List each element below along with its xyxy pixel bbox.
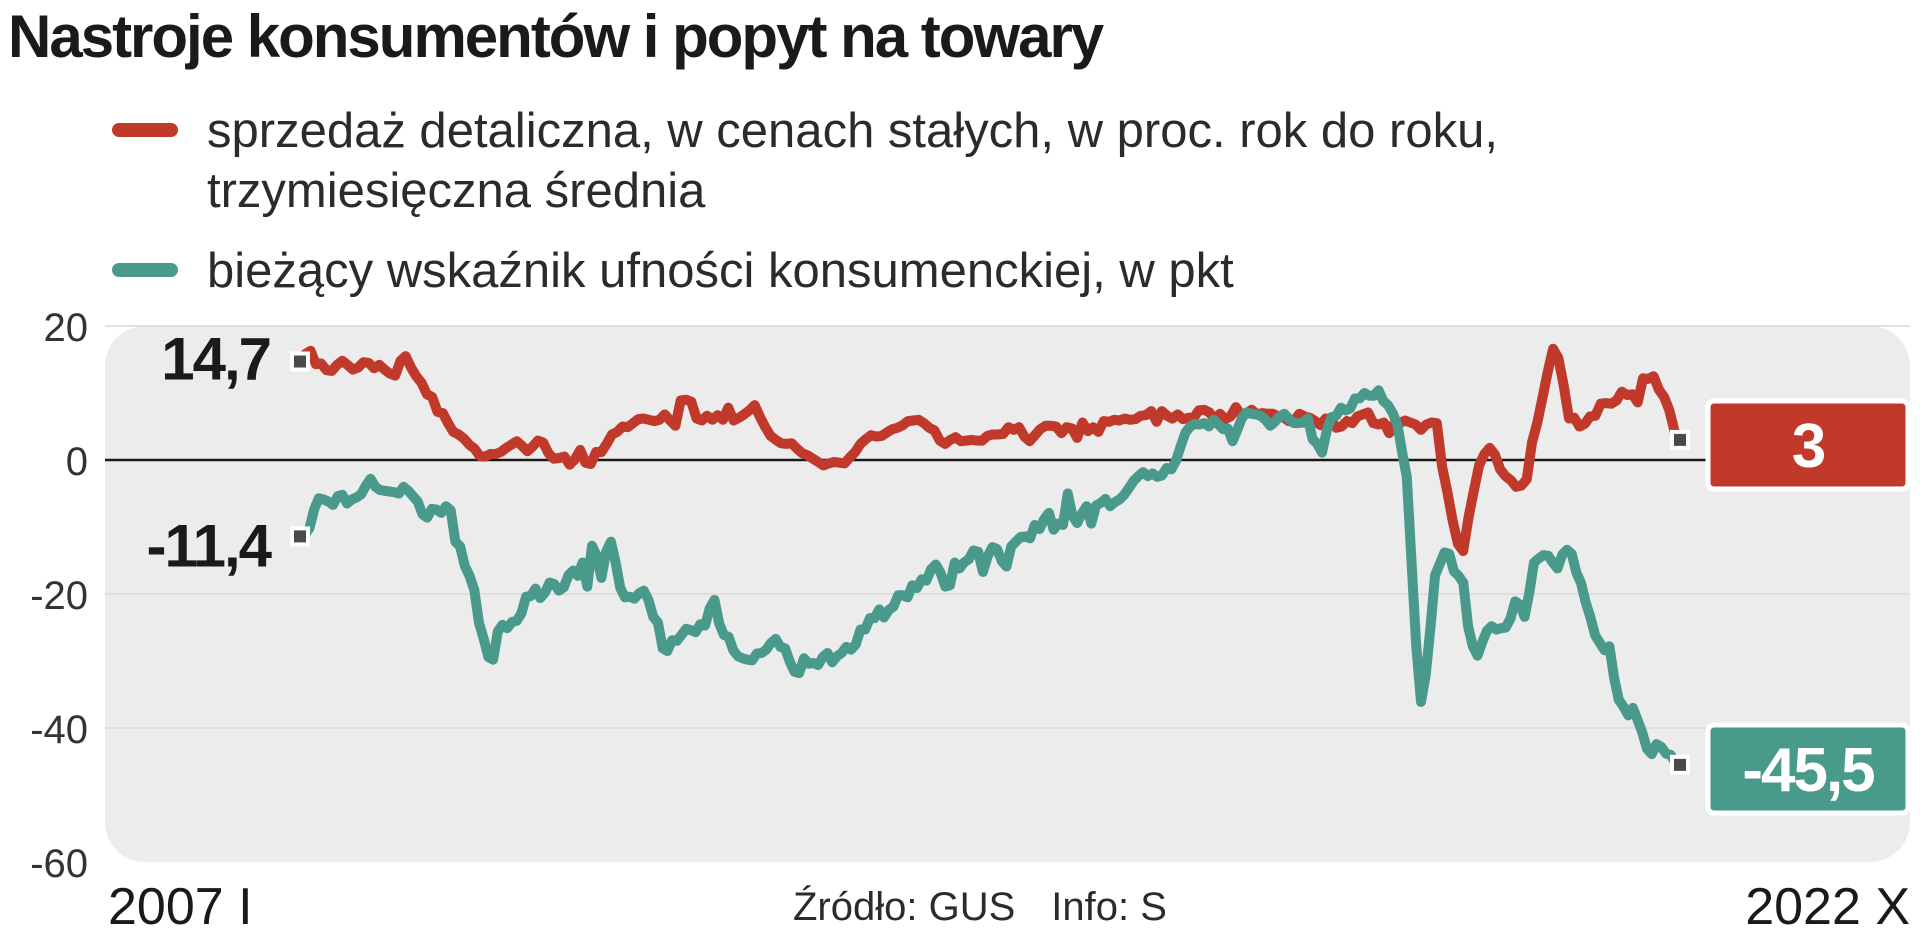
y-tick-label: -20: [30, 574, 88, 618]
end-value-label-confidence: -45,5: [1742, 736, 1874, 805]
legend-swatch-retail: [112, 123, 178, 137]
source-text: Źródło: GUS: [793, 885, 1016, 929]
end-value-box-confidence: [1705, 722, 1911, 816]
start-value-label-retail: 14,7: [161, 326, 270, 393]
end-marker-retail: [1674, 433, 1686, 446]
y-tick-label: -60: [30, 842, 88, 886]
end-value-box-retail: [1705, 398, 1911, 492]
y-tick-label: 0: [66, 440, 88, 484]
end-marker-confidence: [1674, 758, 1686, 771]
chart-title: Nastroje konsumentów i popyt na towary: [8, 3, 1104, 70]
y-tick-label: 20: [44, 306, 89, 350]
end-value-label-retail: 3: [1792, 412, 1825, 481]
start-marker-confidence: [294, 530, 306, 543]
start-value-label-confidence: -11,4: [147, 512, 273, 579]
source-note: Źródło: GUS Info: S: [793, 885, 1167, 930]
info-text: Info: S: [1051, 885, 1167, 929]
y-tick-label: -40: [30, 708, 88, 752]
start-marker-retail: [294, 355, 306, 368]
series-line-confidence: [295, 385, 1685, 770]
legend-label-retail: sprzedaż detaliczna, w cenach stałych, w…: [207, 104, 1498, 218]
x-axis-end-label: 2022 X: [1745, 878, 1910, 936]
legend-label-confidence: bieżący wskaźnik ufności konsumenckiej, …: [207, 244, 1234, 298]
legend-swatch-confidence: [112, 263, 178, 277]
x-axis-start-label: 2007 I: [108, 878, 253, 936]
series-line-retail: [295, 343, 1685, 557]
